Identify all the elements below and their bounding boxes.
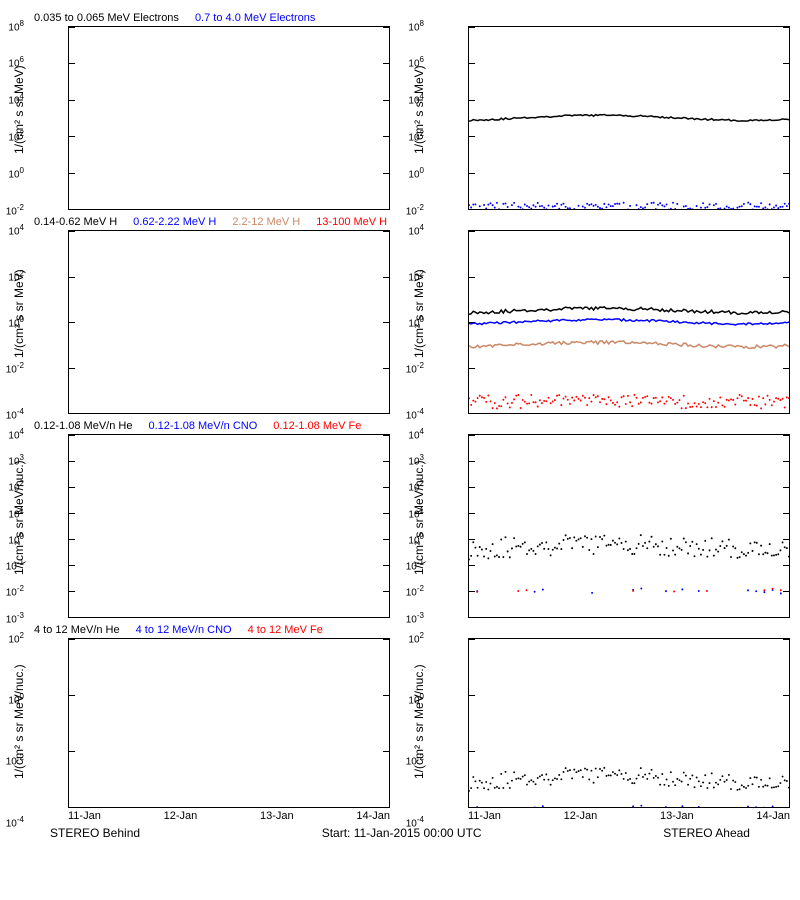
- y-tick-label: 104: [408, 92, 424, 106]
- legend-item: 4 to 12 MeV/n CNO: [136, 624, 232, 636]
- y-tick-label: 10-4: [406, 815, 424, 829]
- x-tick-label: 14-Jan: [756, 810, 790, 822]
- chart-panel: 1/(cm² s sr MeV)0.035 to 0.065 MeV Elect…: [10, 10, 390, 210]
- data-svg: [469, 231, 789, 413]
- y-tick-label: 106: [8, 56, 24, 70]
- y-tick-label: 100: [408, 166, 424, 180]
- y-tick-label: 102: [8, 269, 24, 283]
- plot-box: [468, 26, 790, 210]
- y-tick-label: 100: [408, 692, 424, 706]
- y-tick-label: 100: [8, 315, 24, 329]
- legend-item: 0.12-1.08 MeV/n He: [34, 420, 132, 432]
- y-tick-label: 103: [8, 453, 24, 467]
- data-svg: [469, 435, 789, 617]
- y-tick-label: 102: [408, 479, 424, 493]
- y-tick-label: 108: [408, 19, 424, 33]
- y-tick-label: 100: [8, 692, 24, 706]
- data-svg: [469, 27, 789, 209]
- y-tick-label: 10-1: [406, 558, 424, 572]
- y-tick-label: 104: [8, 223, 24, 237]
- data-svg: [469, 639, 789, 807]
- chart-grid: 1/(cm² s sr MeV)0.035 to 0.065 MeV Elect…: [10, 10, 790, 840]
- legend: 0.12-1.08 MeV/n He 0.12-1.08 MeV/n CNO 0.1…: [28, 418, 390, 434]
- x-tick-label: 13-Jan: [260, 810, 294, 822]
- y-tick-label: 10-2: [406, 585, 424, 599]
- legend-item: 13-100 MeV H: [316, 216, 387, 228]
- legend-item: 0.62-2.22 MeV H: [133, 216, 216, 228]
- legend-item: 2.2-12 MeV H: [232, 216, 300, 228]
- y-tick-label: 102: [408, 269, 424, 283]
- chart-panel: 1/(cm² s sr MeV/nuc.) 10-310-210-1100101…: [410, 418, 790, 618]
- x-tick-label: 12-Jan: [164, 810, 198, 822]
- legend: 0.035 to 0.065 MeV Electrons 0.7 to 4.0 M…: [28, 10, 390, 26]
- legend-item: 0.12-1.08 MeV Fe: [273, 420, 361, 432]
- y-tick-label: 103: [408, 453, 424, 467]
- chart-panel: 1/(cm² s sr MeV) 10-2100102104106108: [410, 10, 790, 210]
- y-tick-label: 10-2: [6, 585, 24, 599]
- plot-box: [68, 638, 390, 808]
- chart-panel: 1/(cm² s sr MeV) 10-410-2100102104: [410, 214, 790, 414]
- footer-right: STEREO Ahead: [663, 826, 750, 840]
- y-tick-label: 10-4: [6, 815, 24, 829]
- y-tick-label: 10-2: [406, 361, 424, 375]
- legend-item: 0.7 to 4.0 MeV Electrons: [195, 12, 315, 24]
- y-tick-label: 104: [8, 92, 24, 106]
- legend: 4 to 12 MeV/n He 4 to 12 MeV/n CNO 4 to 12…: [28, 622, 390, 638]
- plot-box: [468, 230, 790, 414]
- y-tick-label: 10-2: [6, 361, 24, 375]
- y-tick-label: 108: [8, 19, 24, 33]
- y-tick-label: 104: [408, 427, 424, 441]
- footer: STEREO Behind Start: 11-Jan-2015 00:00 UT…: [10, 826, 790, 840]
- y-tick-label: 10-2: [6, 754, 24, 768]
- y-tick-label: 106: [408, 56, 424, 70]
- x-axis-labels: 11-Jan 12-Jan 13-Jan 14-Jan: [468, 808, 790, 822]
- x-tick-label: 13-Jan: [660, 810, 694, 822]
- plot-box: [68, 434, 390, 618]
- chart-panel: 1/(cm² s sr MeV/nuc.) 10-410-210010211-J…: [410, 622, 790, 822]
- footer-center: Start: 11-Jan-2015 00:00 UTC: [322, 826, 482, 840]
- y-tick-label: 102: [8, 631, 24, 645]
- legend-item: 0.14-0.62 MeV H: [34, 216, 117, 228]
- y-tick-label: 10-2: [406, 754, 424, 768]
- x-tick-label: 14-Jan: [356, 810, 390, 822]
- y-tick-label: 101: [408, 506, 424, 520]
- y-tick-label: 104: [408, 223, 424, 237]
- y-tick-label: 102: [408, 631, 424, 645]
- plot-box: [468, 638, 790, 808]
- y-tick-label: 100: [408, 315, 424, 329]
- y-tick-label: 100: [8, 166, 24, 180]
- x-tick-label: 11-Jan: [468, 810, 501, 822]
- y-tick-label: 104: [8, 427, 24, 441]
- y-tick-label: 102: [8, 479, 24, 493]
- y-tick-label: 102: [408, 129, 424, 143]
- y-tick-label: 101: [8, 506, 24, 520]
- x-tick-label: 12-Jan: [564, 810, 598, 822]
- legend-item: 0.12-1.08 MeV/n CNO: [148, 420, 257, 432]
- plot-box: [68, 230, 390, 414]
- y-tick-label: 100: [8, 532, 24, 546]
- legend-item: 4 to 12 MeV Fe: [248, 624, 323, 636]
- plot-box: [68, 26, 390, 210]
- x-tick-label: 11-Jan: [68, 810, 101, 822]
- y-tick-label: 102: [8, 129, 24, 143]
- y-tick-label: 10-1: [6, 558, 24, 572]
- footer-left: STEREO Behind: [50, 826, 140, 840]
- legend-item: 0.035 to 0.065 MeV Electrons: [34, 12, 179, 24]
- chart-panel: 1/(cm² s sr MeV/nuc.)4 to 12 MeV/n He4 t…: [10, 622, 390, 822]
- legend-item: 4 to 12 MeV/n He: [34, 624, 120, 636]
- x-axis-labels: 11-Jan 12-Jan 13-Jan 14-Jan: [68, 808, 390, 822]
- chart-panel: 1/(cm² s sr MeV/nuc.)0.12-1.08 MeV/n He0…: [10, 418, 390, 618]
- chart-panel: 1/(cm² s sr MeV)0.14-0.62 MeV H0.62-2.22…: [10, 214, 390, 414]
- legend: 0.14-0.62 MeV H 0.62-2.22 MeV H 2.2-12 MeV…: [28, 214, 390, 230]
- y-tick-label: 100: [408, 532, 424, 546]
- plot-box: [468, 434, 790, 618]
